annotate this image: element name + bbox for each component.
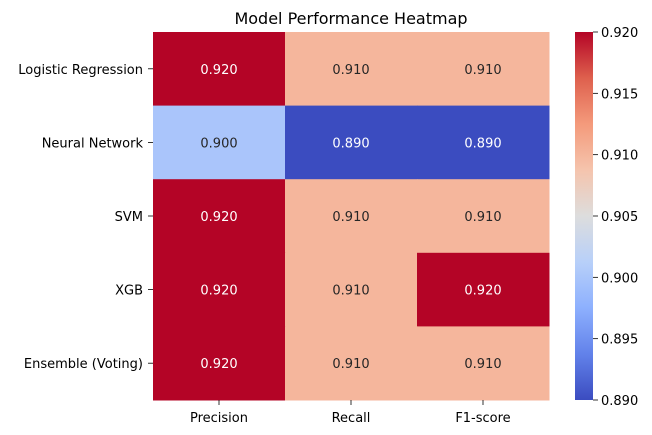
colorbar: 0.890 0.895 0.900 0.905 0.910 0.915 0.920 — [575, 26, 638, 409]
colorbar-tick-label: 0.910 — [601, 149, 638, 164]
heatmap-cell — [285, 326, 418, 401]
colorbar-gradient — [575, 32, 593, 400]
heatmap-cell — [153, 252, 286, 327]
heatmap-cell — [417, 326, 550, 401]
heatmap-cell — [417, 32, 550, 107]
heatmap-grid: 0.920 0.910 0.910 0.900 0.890 0.890 0.920 0.910… — [153, 32, 550, 401]
cell-value-label: 0.890 — [332, 136, 369, 151]
cell-value-label: 0.920 — [200, 63, 237, 78]
cell-value-label: 0.890 — [464, 136, 501, 151]
heatmap-cell — [153, 326, 286, 401]
y-tick-label: Neural Network — [42, 136, 144, 151]
cell-value-label: 0.910 — [332, 63, 369, 78]
heatmap-cell — [417, 179, 550, 254]
chart-title: Model Performance Heatmap — [234, 9, 467, 28]
cell-value-label: 0.910 — [332, 210, 369, 225]
x-axis: Precision Recall F1-score — [190, 400, 511, 426]
cell-value-label: 0.910 — [464, 210, 501, 225]
x-tick-label: F1-score — [455, 411, 510, 426]
colorbar-tick-label: 0.905 — [601, 210, 638, 225]
heatmap-cell — [285, 105, 418, 180]
cell-value-label: 0.920 — [464, 284, 501, 299]
cell-value-label: 0.900 — [200, 136, 237, 151]
cell-value-label: 0.910 — [332, 284, 369, 299]
heatmap-cell — [153, 32, 286, 107]
cell-value-label: 0.920 — [200, 210, 237, 225]
x-tick-label: Precision — [190, 411, 248, 426]
y-tick-label: SVM — [115, 210, 143, 225]
cell-value-label: 0.910 — [464, 357, 501, 372]
cell-value-label: 0.920 — [200, 284, 237, 299]
colorbar-tick-label: 0.920 — [601, 26, 638, 41]
heatmap-cell — [417, 252, 550, 327]
heatmap-cell — [417, 105, 550, 180]
heatmap-cell — [285, 252, 418, 327]
y-axis: Logistic Regression Neural Network SVM XGB E… — [18, 63, 153, 372]
cell-value-label: 0.910 — [332, 357, 369, 372]
heatmap-cell — [285, 179, 418, 254]
cell-value-label: 0.910 — [464, 63, 501, 78]
colorbar-tick-label: 0.900 — [601, 271, 638, 286]
heatmap-cell — [153, 179, 286, 254]
y-tick-label: Ensemble (Voting) — [24, 357, 143, 372]
heatmap-cell — [153, 105, 286, 180]
cell-value-label: 0.920 — [200, 357, 237, 372]
x-tick-label: Recall — [332, 411, 371, 426]
colorbar-tick-label: 0.890 — [601, 394, 638, 409]
y-tick-label: XGB — [115, 284, 143, 299]
heatmap-cell — [285, 32, 418, 107]
colorbar-tick-label: 0.895 — [601, 333, 638, 348]
colorbar-tick-label: 0.915 — [601, 87, 638, 102]
y-tick-label: Logistic Regression — [18, 63, 143, 78]
